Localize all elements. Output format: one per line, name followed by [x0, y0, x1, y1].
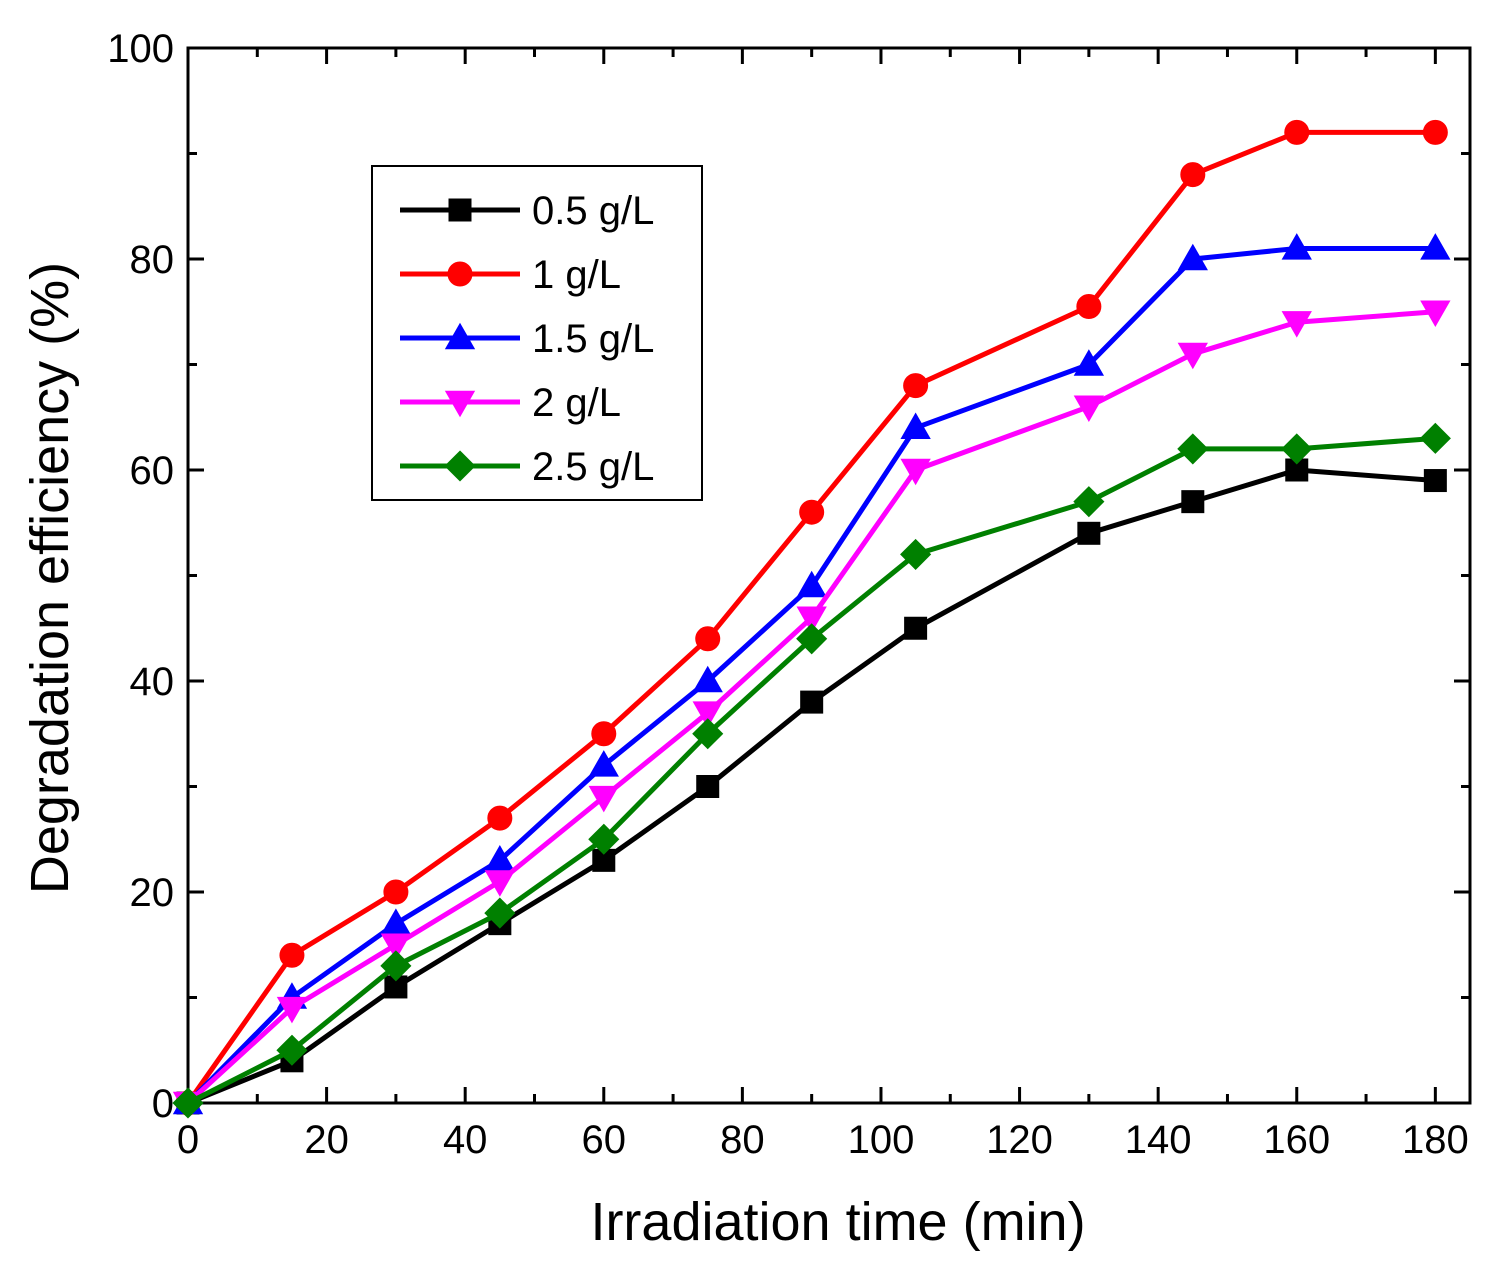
data-point	[380, 933, 412, 961]
x-axis: 0 20 40 60 80 100 120 140 160 180	[177, 48, 1469, 1162]
y-tick-label: 20	[130, 871, 175, 915]
legend-label: 2.5 g/L	[532, 445, 654, 489]
series-1	[176, 458, 1447, 1115]
data-point	[796, 570, 827, 598]
data-point	[484, 870, 515, 897]
series-line	[185, 129, 1436, 1105]
x-tick-label: 140	[1125, 1118, 1192, 1162]
legend-label: 2 g/L	[532, 381, 621, 425]
data-point	[903, 373, 929, 399]
y-axis-title: Degradation efficiency (%)	[20, 262, 80, 894]
x-tick-label: 100	[848, 1118, 915, 1162]
data-point	[1180, 162, 1206, 188]
data-point	[692, 701, 723, 728]
data-point	[588, 750, 619, 777]
data-point	[1177, 433, 1209, 465]
data-point	[383, 879, 409, 905]
legend-item: 2.5 g/L	[400, 445, 654, 489]
y-tick-label: 80	[130, 238, 175, 282]
data-point	[484, 897, 516, 929]
series-line	[186, 245, 1436, 1105]
data-point	[588, 785, 619, 813]
data-point	[1073, 486, 1105, 518]
data-point	[900, 538, 932, 570]
data-point	[1281, 233, 1312, 260]
data-point	[1281, 433, 1313, 465]
data-point	[799, 499, 825, 525]
data-point	[796, 623, 828, 655]
data-point	[900, 458, 931, 486]
data-point	[696, 775, 720, 798]
data-point	[1419, 422, 1451, 454]
y-tick-label: 0	[152, 1082, 174, 1126]
legend: 0.5 g/L 1 g/L 1.5 g/L 2 g/L 2.5 g/L	[371, 165, 703, 501]
data-point	[1284, 119, 1310, 145]
data-point	[1423, 469, 1447, 493]
x-tick-label: 40	[443, 1118, 488, 1162]
x-tick-label: 20	[304, 1118, 349, 1162]
x-tick-label: 0	[177, 1118, 199, 1162]
data-point	[1076, 293, 1102, 319]
legend-marker	[444, 450, 476, 482]
data-point	[904, 616, 928, 640]
data-point	[900, 412, 931, 440]
x-tick-label: 80	[720, 1118, 765, 1162]
legend-marker	[448, 198, 472, 222]
legend-marker	[444, 390, 476, 418]
x-tick-label: 60	[582, 1118, 627, 1162]
series-line	[186, 435, 1436, 1106]
data-point	[1420, 300, 1451, 328]
data-point	[1181, 490, 1205, 514]
data-point	[1420, 233, 1451, 260]
data-point	[1177, 243, 1208, 271]
legend-box	[371, 165, 703, 501]
data-point	[1077, 521, 1101, 545]
series-3	[172, 233, 1451, 1115]
x-tick-label: 160	[1263, 1118, 1330, 1162]
legend-item: 1.5 g/L	[400, 317, 654, 361]
data-point	[796, 606, 827, 634]
legend-item: 1 g/L	[400, 253, 621, 297]
data-point	[695, 626, 721, 652]
data-point	[588, 823, 620, 855]
series-5	[172, 422, 1451, 1119]
data-point	[1073, 395, 1105, 423]
series-4	[172, 300, 1451, 1119]
data-point	[276, 1034, 308, 1066]
legend-item: 0.5 g/L	[400, 189, 654, 233]
data-point	[1177, 342, 1208, 370]
x-tick-label: 180	[1402, 1118, 1469, 1162]
legend-item: 2 g/L	[400, 381, 621, 425]
data-point	[1422, 119, 1448, 145]
y-tick-label: 60	[130, 449, 175, 493]
data-point	[276, 996, 308, 1024]
legend-label: 1.5 g/L	[532, 317, 654, 361]
x-axis-title: Irradiation time (min)	[590, 1192, 1085, 1252]
data-point	[800, 690, 824, 714]
legend-label: 0.5 g/L	[532, 189, 654, 233]
data-point	[380, 950, 412, 982]
data-point	[692, 718, 724, 750]
data-point	[1281, 311, 1312, 338]
legend-marker	[444, 322, 476, 350]
data-point	[692, 665, 723, 693]
series-layer	[172, 119, 1451, 1119]
data-point	[279, 942, 305, 968]
data-point	[380, 908, 412, 935]
legend-label: 1 g/L	[532, 253, 621, 297]
y-tick-label: 100	[107, 27, 174, 71]
series-line	[186, 309, 1436, 1105]
data-point	[1073, 349, 1105, 376]
data-point	[487, 805, 513, 831]
x-tick-label: 120	[986, 1118, 1053, 1162]
data-point	[172, 1087, 204, 1119]
y-axis: 0 20 40 60 80 100	[107, 27, 1470, 1126]
series-line	[187, 467, 1436, 1106]
series-2	[175, 119, 1448, 1116]
y-tick-label: 40	[130, 660, 175, 704]
legend-marker	[447, 261, 473, 287]
data-point	[591, 721, 617, 747]
